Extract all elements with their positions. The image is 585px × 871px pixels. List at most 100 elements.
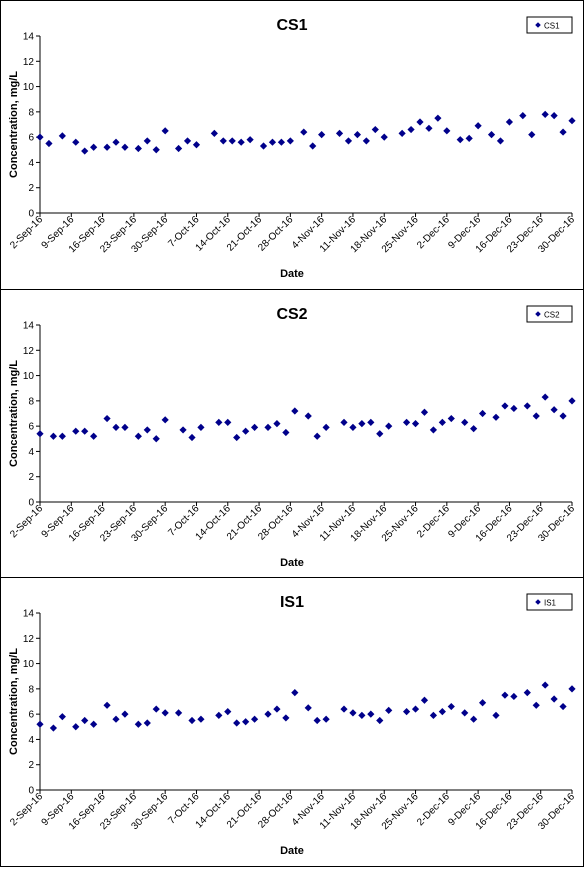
y-tick-label: 0 — [28, 209, 34, 220]
data-point — [568, 117, 576, 125]
y-axis-title: Concentration, mg/L — [8, 360, 20, 467]
data-point — [470, 715, 478, 723]
data-point — [568, 685, 576, 693]
data-point — [197, 423, 205, 432]
data-point — [112, 423, 120, 432]
data-point — [161, 709, 169, 717]
data-point — [318, 131, 326, 139]
data-point — [380, 133, 388, 141]
data-point — [179, 426, 187, 434]
data-point — [519, 112, 527, 120]
x-tick-label: 28-Oct-16 — [256, 214, 296, 254]
data-point — [233, 719, 241, 727]
data-point — [358, 420, 366, 428]
data-point — [121, 143, 129, 151]
data-point — [174, 144, 183, 153]
legend-marker — [535, 311, 541, 317]
data-point — [81, 147, 89, 155]
data-point — [282, 714, 290, 722]
data-point — [174, 709, 183, 717]
chart-svg: IS1024681012142-Sep-169-Sep-1616-Sep-162… — [8, 593, 577, 857]
data-point — [376, 716, 384, 725]
data-point — [134, 144, 142, 153]
data-point — [103, 414, 111, 423]
data-point — [250, 423, 259, 432]
data-point — [161, 416, 169, 424]
data-point — [237, 138, 245, 146]
chart-panel-cs1: CS1 0 2 4 6 8 10 12 14 2-Sep-16 9-Sep-16 16-Sep-16 2… — [0, 0, 584, 290]
data-point — [188, 716, 196, 725]
data-point — [49, 432, 58, 440]
data-point — [273, 420, 281, 428]
y-tick-label: 0 — [28, 786, 34, 797]
data-point — [112, 138, 120, 146]
data-point — [90, 143, 98, 151]
data-point — [478, 699, 487, 707]
data-point — [291, 689, 299, 697]
data-point — [461, 418, 469, 426]
data-point — [465, 134, 473, 143]
chart-title: CS2 — [276, 306, 307, 323]
data-point — [286, 137, 294, 145]
data-point — [210, 129, 218, 137]
data-point — [340, 418, 348, 426]
y-tick-label: 8 — [28, 396, 34, 407]
y-tick-label: 12 — [23, 57, 35, 68]
y-tick-label: 6 — [28, 710, 34, 721]
data-point — [541, 393, 549, 401]
data-point — [277, 138, 286, 146]
data-point — [470, 425, 478, 433]
data-point — [152, 435, 160, 443]
data-point — [376, 430, 384, 438]
data-point — [143, 719, 151, 727]
y-tick-label: 2 — [28, 760, 34, 771]
data-point — [425, 124, 433, 132]
data-point — [264, 423, 272, 432]
data-point — [456, 136, 464, 144]
data-point — [300, 128, 308, 136]
data-point — [322, 715, 330, 723]
y-tick-label: 6 — [28, 422, 34, 433]
data-point — [313, 432, 321, 440]
data-point — [541, 681, 549, 689]
data-point — [197, 715, 205, 723]
x-axis-title: Date — [280, 845, 304, 857]
data-point — [362, 137, 370, 145]
data-point — [233, 433, 241, 442]
data-point — [443, 127, 451, 135]
data-point — [304, 704, 312, 712]
chart-title: IS1 — [280, 594, 304, 611]
data-point — [103, 143, 111, 151]
data-point — [510, 404, 518, 413]
data-point — [219, 137, 227, 145]
data-point — [228, 137, 236, 145]
data-point — [90, 720, 98, 728]
data-point — [550, 695, 558, 703]
data-point — [36, 133, 44, 141]
data-point — [291, 407, 299, 415]
data-point — [461, 709, 469, 717]
data-point — [367, 710, 375, 718]
data-point — [559, 412, 567, 420]
y-tick-label: 6 — [28, 133, 34, 144]
x-tick-label: 2-Dec-16 — [415, 214, 452, 251]
legend-label: CS1 — [544, 22, 560, 31]
legend-box — [526, 16, 573, 34]
data-point — [58, 432, 66, 440]
y-tick-label: 8 — [28, 684, 34, 695]
data-point — [447, 414, 455, 423]
data-point — [344, 137, 353, 145]
data-point — [340, 705, 348, 713]
x-tick-label: 2-Dec-16 — [415, 503, 452, 540]
y-tick-label: 10 — [23, 371, 35, 382]
legend-marker — [535, 22, 541, 28]
data-point — [58, 132, 66, 140]
data-point — [224, 708, 232, 716]
data-point — [45, 139, 53, 148]
data-point — [143, 426, 151, 434]
data-point — [420, 408, 429, 416]
x-tick-label: 28-Oct-16 — [256, 791, 296, 831]
data-point — [215, 711, 223, 720]
data-point — [385, 422, 393, 430]
